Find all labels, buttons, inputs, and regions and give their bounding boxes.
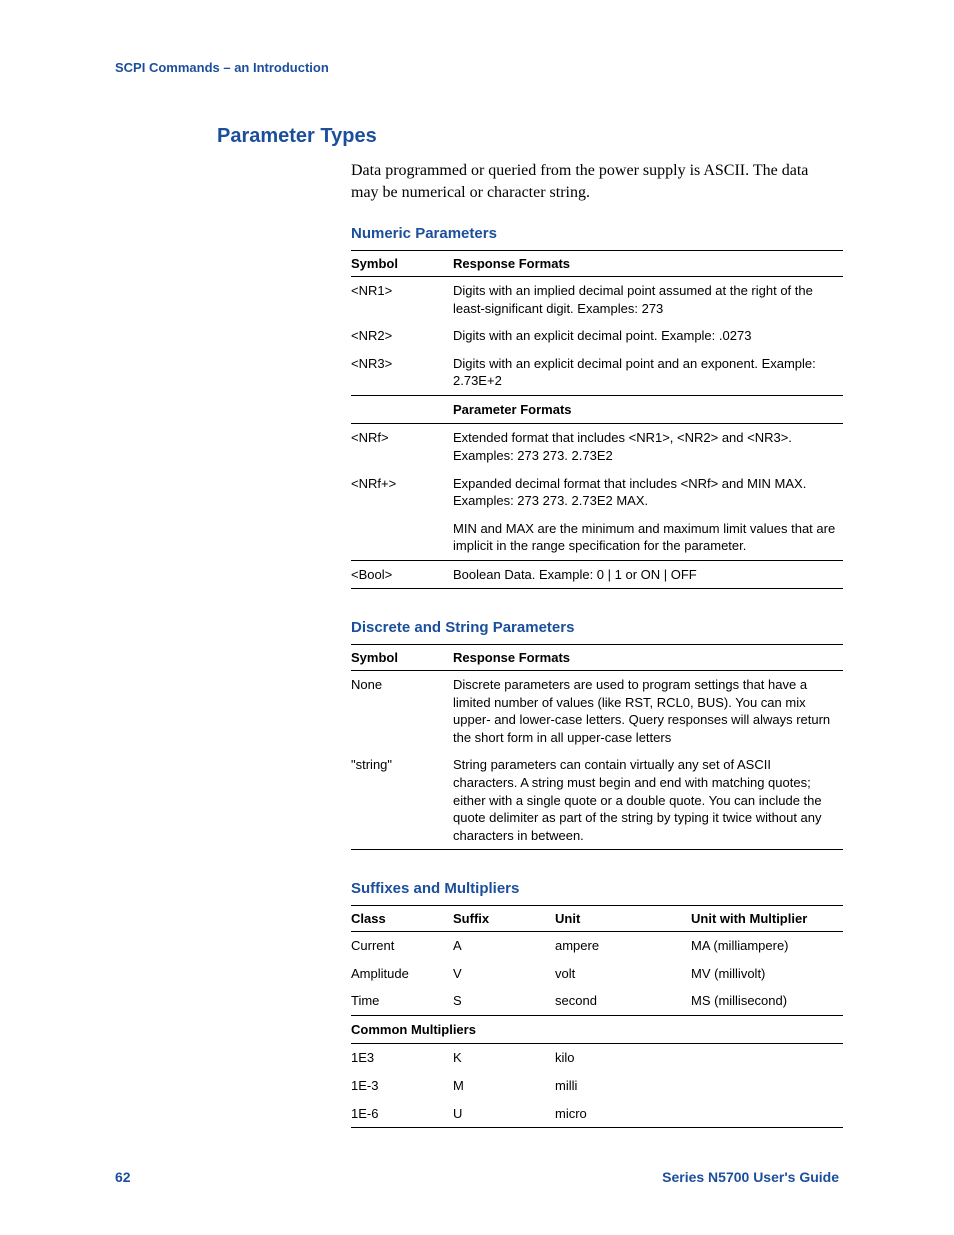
numeric-table: Symbol Response Formats <NR1> Digits wit… [351,250,843,589]
th-formats: Response Formats [453,645,843,671]
cell-symbol: <NR1> [351,277,453,323]
cell-desc: Digits with an implied decimal point ass… [453,277,843,323]
cell-suffix: M [453,1072,555,1100]
page-number: 62 [115,1169,131,1185]
cell-class: 1E3 [351,1044,453,1072]
subheader-label: Parameter Formats [453,395,843,424]
guide-title: Series N5700 User's Guide [662,1169,839,1185]
intro-paragraph: Data programmed or queried from the powe… [351,160,831,203]
th-unit: Unit [555,906,691,932]
cell-unit: second [555,987,691,1015]
th-symbol: Symbol [351,645,453,671]
cell-class: Time [351,987,453,1015]
running-head: SCPI Commands – an Introduction [115,60,839,75]
cell-mult [691,1072,843,1100]
cell-suffix: V [453,960,555,988]
cell-desc: MIN and MAX are the minimum and maximum … [453,515,843,561]
th-formats: Response Formats [453,251,843,277]
cell-desc: String parameters can contain virtually … [453,751,843,849]
discrete-table: Symbol Response Formats None Discrete pa… [351,644,843,850]
th-class: Class [351,906,453,932]
th-mult: Unit with Multiplier [691,906,843,932]
cell-class: 1E-6 [351,1100,453,1128]
cell-suffix: S [453,987,555,1015]
cell-class: 1E-3 [351,1072,453,1100]
table-subheader: Parameter Formats [351,395,843,424]
cell-unit: kilo [555,1044,691,1072]
cell-symbol: None [351,671,453,752]
table-row: <Bool> Boolean Data. Example: 0 | 1 or O… [351,560,843,589]
cell-mult [691,1100,843,1128]
cell-desc: Expanded decimal format that includes <N… [453,470,843,515]
table-row: 1E-3 M milli [351,1072,843,1100]
section-title: Parameter Types [217,125,839,148]
cell-class: Current [351,932,453,960]
cell-desc: Extended format that includes <NR1>, <NR… [453,424,843,470]
table-row: 1E-6 U micro [351,1100,843,1128]
subheader-label: Common Multipliers [351,1015,843,1044]
cell-suffix: U [453,1100,555,1128]
suffix-heading: Suffixes and Multipliers [351,880,839,897]
cell-symbol: <NR3> [351,350,453,396]
cell-mult [691,1044,843,1072]
cell-desc: Digits with an explicit decimal point. E… [453,322,843,350]
suffix-table: Class Suffix Unit Unit with Multiplier C… [351,905,843,1128]
cell-desc: Discrete parameters are used to program … [453,671,843,752]
cell-unit: volt [555,960,691,988]
cell-class: Amplitude [351,960,453,988]
cell-symbol: <NRf> [351,424,453,470]
page-footer: 62 Series N5700 User's Guide [115,1169,839,1185]
cell-symbol: <Bool> [351,560,453,589]
cell-desc: Boolean Data. Example: 0 | 1 or ON | OFF [453,560,843,589]
cell-symbol: <NR2> [351,322,453,350]
th-suffix: Suffix [453,906,555,932]
table-row: <NRf+> Expanded decimal format that incl… [351,470,843,515]
table-subheader: Common Multipliers [351,1015,843,1044]
cell-unit: micro [555,1100,691,1128]
table-row: <NR1> Digits with an implied decimal poi… [351,277,843,323]
table-row: 1E3 K kilo [351,1044,843,1072]
cell-mult: MV (millivolt) [691,960,843,988]
cell-unit: ampere [555,932,691,960]
table-row: Amplitude V volt MV (millivolt) [351,960,843,988]
table-row: <NRf> Extended format that includes <NR1… [351,424,843,470]
table-row: <NR3> Digits with an explicit decimal po… [351,350,843,396]
table-row: Current A ampere MA (milliampere) [351,932,843,960]
table-row: MIN and MAX are the minimum and maximum … [351,515,843,561]
cell-mult: MA (milliampere) [691,932,843,960]
discrete-heading: Discrete and String Parameters [351,619,839,636]
table-row: Time S second MS (millisecond) [351,987,843,1015]
cell-symbol: <NRf+> [351,470,453,515]
cell-suffix: K [453,1044,555,1072]
table-row: "string" String parameters can contain v… [351,751,843,849]
th-symbol: Symbol [351,251,453,277]
numeric-heading: Numeric Parameters [351,225,839,242]
table-row: <NR2> Digits with an explicit decimal po… [351,322,843,350]
cell-suffix: A [453,932,555,960]
table-row: None Discrete parameters are used to pro… [351,671,843,752]
cell-desc: Digits with an explicit decimal point an… [453,350,843,396]
cell-symbol [351,515,453,561]
cell-mult: MS (millisecond) [691,987,843,1015]
cell-unit: milli [555,1072,691,1100]
cell-symbol: "string" [351,751,453,849]
